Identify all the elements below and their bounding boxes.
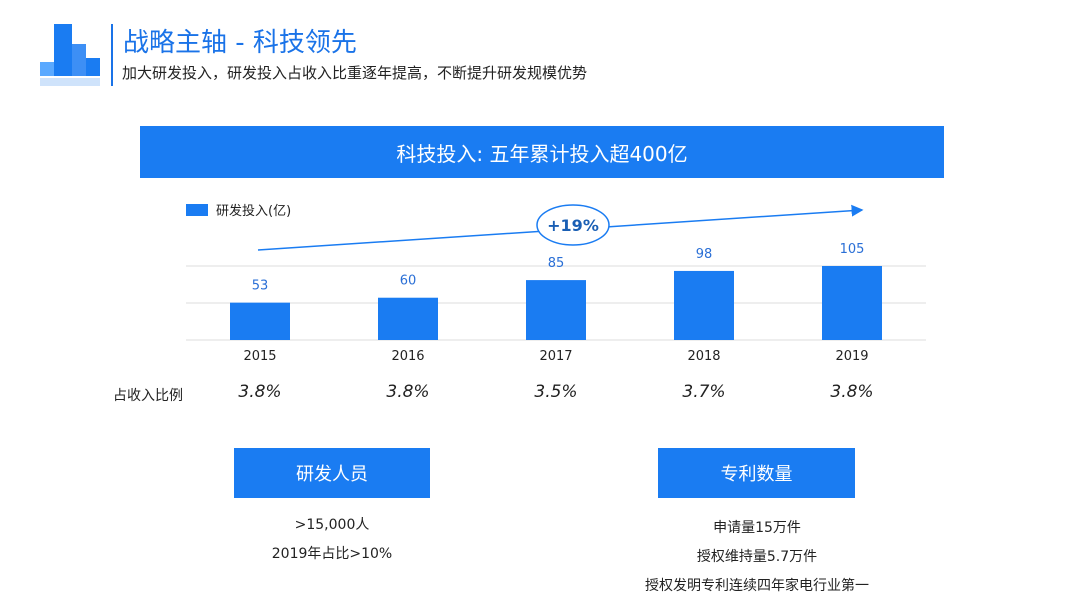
bar-2016 <box>378 297 438 340</box>
value-label-2018: 98 <box>696 247 713 262</box>
patent-applications: 申请量15万件 <box>713 520 801 536</box>
revenue-ratio-label: 占收入比例 <box>113 388 183 404</box>
category-label-2017: 2017 <box>539 349 572 364</box>
revenue-ratio-2017: 3.5% <box>534 382 578 402</box>
bar-2017 <box>526 280 586 340</box>
patent-maintained: 授权维持量5.7万件 <box>696 549 818 565</box>
chart-legend: 研发投入(亿) <box>186 200 291 219</box>
value-label-2015: 53 <box>252 279 269 294</box>
patent-ranking: 授权发明专利连续四年家电行业第一 <box>645 578 869 594</box>
bar-2019 <box>822 266 882 340</box>
revenue-ratio-2019: 3.8% <box>830 382 874 402</box>
rd-personnel-box: 研发人员 <box>234 448 430 498</box>
growth-badge <box>536 204 610 246</box>
personnel-count: >15,000人 <box>294 517 370 533</box>
page-title: 战略主轴 - 科技领先 <box>123 28 357 58</box>
company-logo <box>40 24 100 86</box>
personnel-ratio: 2019年占比>10% <box>271 546 393 562</box>
growth-annotation: +19% <box>547 216 599 235</box>
value-label-2017: 85 <box>548 256 565 271</box>
bar-2018 <box>674 270 734 340</box>
legend-swatch <box>186 203 208 216</box>
chart-title-banner: 科技投入: 五年累计投入超400亿 <box>140 126 944 178</box>
page-subtitle: 加大研发投入，研发投入占收入比重逐年提高，不断提升研发规模优势 <box>122 64 588 82</box>
revenue-ratio-2018: 3.7% <box>682 382 726 402</box>
legend-label: 研发投入(亿) <box>216 204 292 219</box>
revenue-ratio-2015: 3.8% <box>238 382 282 402</box>
value-label-2019: 105 <box>840 242 865 257</box>
value-label-2016: 60 <box>400 274 417 289</box>
header-divider <box>111 24 113 86</box>
bar-2015 <box>230 302 290 340</box>
category-label-2018: 2018 <box>687 349 720 364</box>
revenue-ratio-2016: 3.8% <box>386 382 430 402</box>
patent-count-box: 专利数量 <box>658 448 855 498</box>
category-label-2015: 2015 <box>243 349 276 364</box>
category-label-2016: 2016 <box>391 349 424 364</box>
category-label-2019: 2019 <box>835 349 868 364</box>
